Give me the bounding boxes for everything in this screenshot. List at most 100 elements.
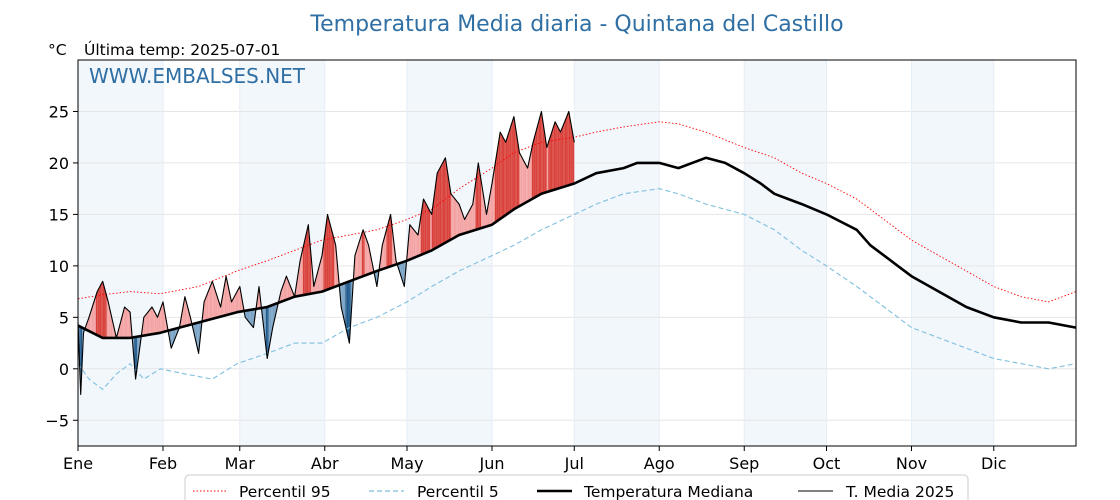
anomaly-segment-94 <box>206 291 209 321</box>
anomaly-segment-34 <box>124 307 126 338</box>
chart-title: Temperatura Media diaria - Quintana del … <box>309 12 843 37</box>
anomaly-segment-304 <box>494 157 497 223</box>
anomaly-segment-175 <box>317 265 320 293</box>
anomaly-segment-16 <box>99 283 102 338</box>
anomaly-segment-318 <box>513 116 516 210</box>
anomaly-segment-345 <box>550 130 553 191</box>
x-tick-label-jun: Jun <box>479 454 505 473</box>
x-tick-label-sep: Sep <box>729 454 759 473</box>
anomaly-segment-355 <box>564 118 567 187</box>
anomaly-segment-184 <box>330 224 332 289</box>
anomaly-segment-167 <box>306 224 309 295</box>
y-tick-label: 20 <box>49 154 69 173</box>
anomaly-segment-302 <box>492 174 494 225</box>
x-tick-label-oct: Oct <box>813 454 841 473</box>
anomaly-segment-143 <box>274 303 276 322</box>
anomaly-segment-287 <box>471 204 473 232</box>
anomaly-segment-68 <box>171 329 173 349</box>
month-band-ene <box>78 60 163 446</box>
anomaly-segment-204 <box>357 242 360 279</box>
anomaly-segment-308 <box>500 132 502 219</box>
anomaly-segment-100 <box>215 289 217 319</box>
anomaly-segment-250 <box>420 207 423 256</box>
anomaly-segment-33 <box>123 307 125 338</box>
anomaly-segment-11 <box>93 300 95 334</box>
x-tick-label-mar: Mar <box>225 454 256 473</box>
anomaly-segment-290 <box>475 173 477 230</box>
anomaly-segment-223 <box>383 234 386 269</box>
anomaly-segment-269 <box>446 166 449 242</box>
anomaly-segment-254 <box>426 204 428 253</box>
anomaly-segment-60 <box>160 305 162 333</box>
anomaly-segment-178 <box>322 245 324 292</box>
anomaly-segment-194 <box>343 282 346 326</box>
y-tick-label: 25 <box>49 102 69 121</box>
anomaly-segment-307 <box>498 132 501 220</box>
legend-label-median: Temperatura Mediana <box>583 483 753 500</box>
anomaly-segment-347 <box>553 121 556 190</box>
anomaly-segment-36 <box>127 309 129 338</box>
anomaly-segment-327 <box>526 165 528 203</box>
anomaly-segment-14 <box>97 289 99 336</box>
x-tick-label-jul: Jul <box>564 454 584 473</box>
anomaly-segment-176 <box>319 260 321 293</box>
anomaly-segment-351 <box>559 129 561 189</box>
anomaly-segment-337 <box>539 111 542 195</box>
anomaly-segment-37 <box>128 310 131 338</box>
anomaly-segment-285 <box>468 209 471 232</box>
anomaly-segment-276 <box>456 200 458 237</box>
anomaly-segment-281 <box>463 215 465 234</box>
anomaly-segment-150 <box>283 280 286 301</box>
anomaly-segment-185 <box>331 229 333 288</box>
anomaly-segment-108 <box>226 276 228 316</box>
anomaly-segment-268 <box>445 157 447 243</box>
anomaly-segment-78 <box>184 296 187 327</box>
y-axis: −5 0 5 10 15 20 25 <box>45 102 78 430</box>
month-band-sep <box>744 60 827 446</box>
anomaly-segment-53 <box>150 307 153 335</box>
anomaly-segment-261 <box>435 173 438 249</box>
anomaly-segment-224 <box>385 229 387 269</box>
anomaly-segment-321 <box>518 143 520 207</box>
x-tick-label-feb: Feb <box>149 454 177 473</box>
anomaly-segment-319 <box>515 125 517 209</box>
anomaly-segment-291 <box>476 162 479 230</box>
anomaly-segment-325 <box>523 160 525 204</box>
anomaly-segment-22 <box>108 301 110 338</box>
anomaly-segment-15 <box>98 286 100 337</box>
x-tick-label-ene: Ene <box>63 454 93 473</box>
anomaly-segment-262 <box>437 170 439 248</box>
anomaly-segment-51 <box>147 310 150 335</box>
anomaly-segment-107 <box>224 276 227 316</box>
anomaly-segment-279 <box>460 207 462 235</box>
anomaly-segment-115 <box>235 291 238 313</box>
anomaly-segment-361 <box>572 134 575 184</box>
series-lines <box>77 110 1077 396</box>
anomaly-segment-329 <box>529 155 531 201</box>
month-band-nov <box>911 60 994 446</box>
anomaly-segment-305 <box>496 149 498 222</box>
anomaly-segment-117 <box>238 286 240 312</box>
anomaly-segment-76 <box>182 304 184 327</box>
anomaly-segment-310 <box>502 137 505 217</box>
anomaly-segment-246 <box>415 231 417 258</box>
anomaly-segment-35 <box>125 308 128 338</box>
anomaly-segment-55 <box>153 309 155 334</box>
anomaly-segment-98 <box>212 281 214 319</box>
anomaly-segment-242 <box>409 224 412 260</box>
anomaly-segment-152 <box>286 276 288 300</box>
anomaly-segment-111 <box>230 295 232 315</box>
anomaly-segment-206 <box>360 234 362 278</box>
anomaly-segment-343 <box>548 138 550 192</box>
anomaly-segment-340 <box>544 129 546 193</box>
anomaly-segment-339 <box>542 120 545 194</box>
anomaly-segment-10 <box>91 304 94 334</box>
watermark: WWW.EMBALSES.NET <box>89 64 306 88</box>
anomaly-segment-256 <box>428 209 431 252</box>
anomaly-segment-306 <box>497 140 499 221</box>
anomaly-segment-358 <box>568 111 571 186</box>
anomaly-segment-316 <box>511 120 513 212</box>
anomaly-segment-112 <box>231 299 233 314</box>
anomaly-segment-245 <box>413 229 416 258</box>
